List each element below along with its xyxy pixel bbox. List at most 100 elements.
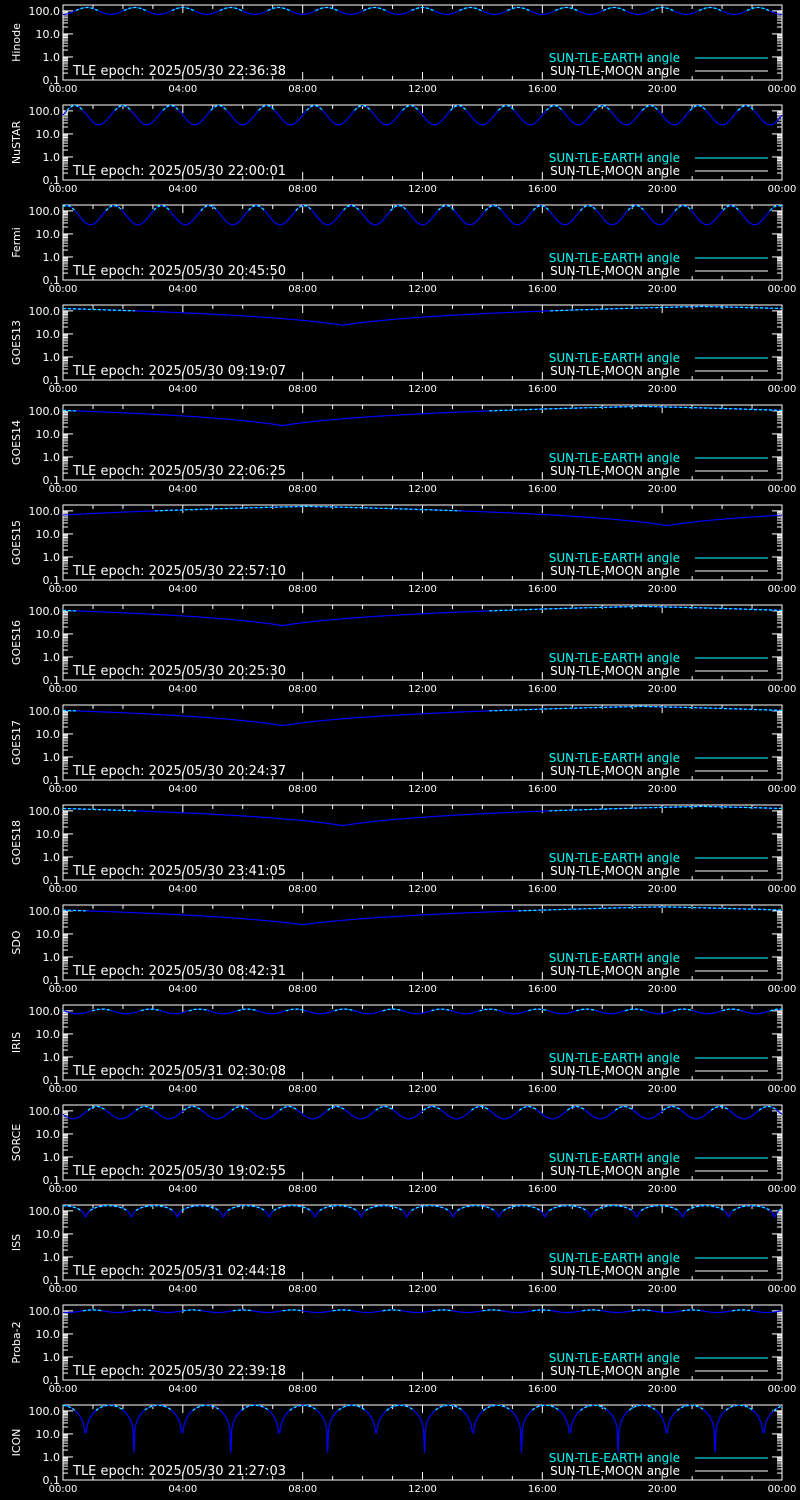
chart-panel-sdo: 100.010.01.00.100:00 04:00 08:00 12:00 16:00… xyxy=(10,904,796,995)
earth-angle-series-highlight xyxy=(154,505,461,512)
chart-panel-iris: 100.010.01.00.100:00 04:00 08:00 12:00 16:00… xyxy=(10,1004,796,1095)
y-tick-label: 1.0 xyxy=(43,351,61,364)
y-tick-label: 100.0 xyxy=(29,1405,61,1418)
earth-angle-series-highlight xyxy=(63,605,782,612)
tle-epoch-text: TLE epoch: 2025/05/30 20:25:30 xyxy=(72,664,286,679)
x-tick-label: 00:00 xyxy=(49,284,78,295)
tle-epoch-text: TLE epoch: 2025/05/30 23:41:05 xyxy=(72,864,286,879)
legend-moon-label: SUN-TLE-MOON angle xyxy=(550,364,680,378)
tle-epoch-text: TLE epoch: 2025/05/30 21:27:03 xyxy=(72,1464,286,1479)
x-tick-label: 12:00 xyxy=(408,1084,437,1095)
x-tick-label: 20:00 xyxy=(648,1284,677,1295)
legend-moon-label: SUN-TLE-MOON angle xyxy=(550,564,680,578)
y-tick-label: 0.1 xyxy=(43,474,61,487)
x-tick-label: 00:00 xyxy=(49,684,78,695)
legend-moon-label: SUN-TLE-MOON angle xyxy=(550,264,680,278)
y-tick-label: 10.0 xyxy=(36,1228,61,1241)
legend-moon-label: SUN-TLE-MOON angle xyxy=(550,64,680,78)
x-tick-label: 16:00 xyxy=(528,484,557,495)
x-tick-label: 04:00 xyxy=(168,1284,197,1295)
y-tick-label: 10.0 xyxy=(36,628,61,641)
x-tick-label: 04:00 xyxy=(168,984,197,995)
legend-earth-label: SUN-TLE-EARTH angle xyxy=(549,1451,680,1465)
x-tick-label: 20:00 xyxy=(648,684,677,695)
x-tick-label: 04:00 xyxy=(168,684,197,695)
x-tick-label: 16:00 xyxy=(528,1384,557,1395)
x-tick-label: 00:00 xyxy=(768,584,797,595)
chart-panel-fermi: 100.010.01.00.100:00 04:00 08:00 12:00 16:00… xyxy=(10,204,796,295)
legend-earth-label: SUN-TLE-EARTH angle xyxy=(549,1251,680,1265)
earth-angle-series xyxy=(62,1008,782,1015)
x-tick-label: 08:00 xyxy=(288,984,317,995)
y-tick-label: 1.0 xyxy=(43,1351,61,1364)
y-tick-label: 100.0 xyxy=(29,1105,61,1118)
y-tick-label: 100.0 xyxy=(29,1205,61,1218)
earth-angle-series-highlight xyxy=(63,305,782,312)
earth-angle-series-highlight xyxy=(83,1310,782,1311)
x-tick-label: 04:00 xyxy=(168,384,197,395)
x-tick-label: 00:00 xyxy=(768,184,797,195)
legend-moon-label: SUN-TLE-MOON angle xyxy=(550,1064,680,1078)
earth-angle-series-highlight xyxy=(75,6,770,12)
chart-panel-goes16: 100.010.01.00.100:00 04:00 08:00 12:00 16:00… xyxy=(10,604,796,695)
chart-panel-goes18: 100.010.01.00.100:00 04:00 08:00 12:00 16:00… xyxy=(10,804,797,895)
x-tick-label: 00:00 xyxy=(768,884,797,895)
legend-earth-label: SUN-TLE-EARTH angle xyxy=(549,1051,680,1065)
y-tick-label: 0.1 xyxy=(43,774,61,787)
tle-epoch-text: TLE epoch: 2025/05/31 02:44:18 xyxy=(72,1264,286,1279)
y-axis-label: GOES13 xyxy=(10,320,23,365)
x-tick-label: 08:00 xyxy=(288,1484,317,1495)
y-axis-label: Proba-2 xyxy=(10,1321,23,1363)
y-tick-label: 1.0 xyxy=(43,151,61,164)
y-axis-label: NuSTAR xyxy=(10,121,23,165)
y-tick-label: 10.0 xyxy=(36,1028,61,1041)
y-tick-label: 0.1 xyxy=(43,674,61,687)
legend-earth-label: SUN-TLE-EARTH angle xyxy=(549,151,680,165)
y-axis-label: IRIS xyxy=(10,1032,23,1053)
x-tick-label: 20:00 xyxy=(648,1184,677,1195)
x-tick-label: 04:00 xyxy=(168,284,197,295)
legend-moon-label: SUN-TLE-MOON angle xyxy=(550,464,680,478)
x-tick-label: 08:00 xyxy=(288,484,317,495)
x-tick-label: 08:00 xyxy=(288,584,317,595)
x-tick-label: 04:00 xyxy=(168,1084,197,1095)
y-tick-label: 0.1 xyxy=(43,274,61,287)
earth-angle-series-highlight xyxy=(66,104,755,111)
x-tick-label: 12:00 xyxy=(408,184,437,195)
x-tick-label: 16:00 xyxy=(528,784,557,795)
x-tick-label: 00:00 xyxy=(49,184,78,195)
tle-epoch-text: TLE epoch: 2025/05/30 22:39:18 xyxy=(72,1364,286,1379)
x-tick-label: 00:00 xyxy=(768,384,797,395)
y-tick-label: 100.0 xyxy=(29,905,61,918)
tle-epoch-text: TLE epoch: 2025/05/30 22:06:25 xyxy=(72,464,286,479)
tle-epoch-text: TLE epoch: 2025/05/30 09:19:07 xyxy=(72,364,286,379)
y-axis-label: ICON xyxy=(10,1429,23,1457)
x-tick-label: 16:00 xyxy=(528,984,557,995)
y-tick-label: 0.1 xyxy=(43,1074,61,1087)
x-tick-label: 04:00 xyxy=(168,84,197,95)
x-tick-label: 08:00 xyxy=(288,384,317,395)
legend-earth-label: SUN-TLE-EARTH angle xyxy=(549,751,680,765)
x-tick-label: 00:00 xyxy=(49,1484,78,1495)
y-tick-label: 10.0 xyxy=(36,328,61,341)
x-tick-label: 20:00 xyxy=(648,1384,677,1395)
x-tick-label: 16:00 xyxy=(528,1484,557,1495)
y-tick-label: 1.0 xyxy=(43,1151,61,1164)
chart-panel-goes13: 100.010.01.00.100:00 04:00 08:00 12:00 16:00… xyxy=(10,304,797,395)
x-tick-label: 12:00 xyxy=(408,1384,437,1395)
x-tick-label: 12:00 xyxy=(408,1184,437,1195)
chart-panel-iss: 100.010.01.00.100:00 04:00 08:00 12:00 16:00… xyxy=(10,1204,796,1295)
tle-epoch-text: TLE epoch: 2025/05/30 20:24:37 xyxy=(72,764,286,779)
y-tick-label: 10.0 xyxy=(36,28,61,41)
x-tick-label: 20:00 xyxy=(648,484,677,495)
x-tick-label: 04:00 xyxy=(168,484,197,495)
legend-moon-label: SUN-TLE-MOON angle xyxy=(550,1164,680,1178)
tle-epoch-text: TLE epoch: 2025/05/30 19:02:55 xyxy=(72,1164,286,1179)
y-tick-label: 100.0 xyxy=(29,1005,61,1018)
x-tick-label: 20:00 xyxy=(648,1484,677,1495)
x-tick-label: 12:00 xyxy=(408,584,437,595)
legend-earth-label: SUN-TLE-EARTH angle xyxy=(549,651,680,665)
y-tick-label: 100.0 xyxy=(29,205,61,218)
y-axis-label: GOES17 xyxy=(10,720,23,765)
